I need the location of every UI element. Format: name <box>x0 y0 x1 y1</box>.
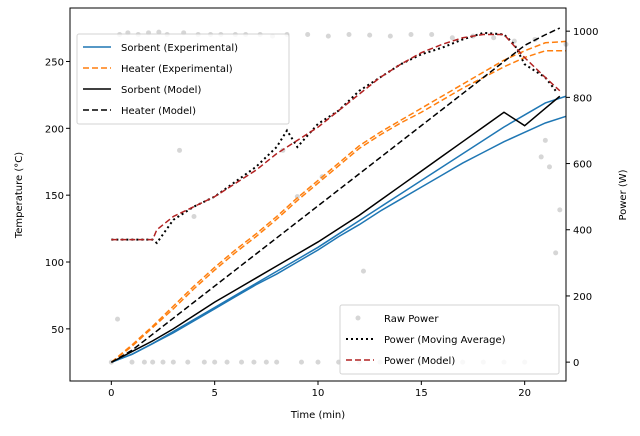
raw-power-point <box>325 33 331 39</box>
raw-power-point <box>239 359 245 365</box>
raw-power-point <box>212 359 218 365</box>
raw-power-point <box>224 359 230 365</box>
raw-power-point <box>315 359 321 365</box>
ticks: 0 5 10 15 20 50 100 150 200 250 0 200 400 600 800 1000 <box>45 27 599 399</box>
raw-power-point <box>542 137 548 143</box>
raw-power-point <box>387 33 393 39</box>
raw-power-point <box>201 359 207 365</box>
x-tick-label: 10 <box>312 388 325 399</box>
legend-label: Sorbent (Model) <box>121 85 201 96</box>
raw-power-point <box>553 250 559 256</box>
raw-power-point <box>429 31 435 37</box>
y-tick-label: 150 <box>45 191 64 202</box>
raw-power-point <box>360 268 366 274</box>
raw-power-point <box>305 31 311 37</box>
raw-power-point <box>298 359 304 365</box>
x-tick-label: 20 <box>518 388 531 399</box>
legend-marker <box>355 315 361 321</box>
series-line <box>111 115 567 363</box>
legend-power: Raw Power Power (Moving Average) Power (Mo… <box>339 304 560 375</box>
raw-power-point <box>141 359 147 365</box>
raw-power-point <box>408 31 414 37</box>
series-line <box>110 27 561 363</box>
x-tick-label: 15 <box>415 388 428 399</box>
raw-power-point <box>557 207 563 213</box>
series-line <box>110 40 567 363</box>
legend-label: Heater (Experimental) <box>121 64 233 75</box>
legend-label: Heater (Model) <box>121 106 196 117</box>
raw-power-point <box>177 147 183 153</box>
legend-label: Sorbent (Experimental) <box>121 43 238 54</box>
series-line <box>111 33 561 241</box>
y2-tick-label: 400 <box>573 226 592 237</box>
raw-power-point <box>263 359 269 365</box>
x-axis-label: Time (min) <box>290 410 345 421</box>
raw-power-point <box>150 359 156 365</box>
x-tick-label: 5 <box>211 388 217 399</box>
x-tick-label: 0 <box>108 388 114 399</box>
raw-power-point <box>274 359 280 365</box>
raw-power-point <box>156 29 162 35</box>
y2-tick-label: 1000 <box>573 27 598 38</box>
raw-power-point <box>185 359 191 365</box>
raw-power-point <box>546 164 552 170</box>
raw-power-point <box>160 359 166 365</box>
y-tick-label: 250 <box>45 57 64 68</box>
raw-power-point <box>367 32 373 38</box>
series-line <box>111 95 567 363</box>
raw-power-point <box>170 359 176 365</box>
legend-label: Power (Moving Average) <box>384 335 506 346</box>
legend-box <box>76 33 290 125</box>
y-tick-label: 100 <box>45 258 64 269</box>
raw-power-point <box>129 359 135 365</box>
raw-power-point <box>294 194 300 200</box>
y-axis-label: Temperature (°C) <box>14 152 25 239</box>
legend-temperature: Sorbent (Experimental) Heater (Experiment… <box>76 33 290 125</box>
y2-tick-label: 600 <box>573 160 592 171</box>
legend-label: Power (Model) <box>384 356 455 367</box>
y2-tick-label: 200 <box>573 292 592 303</box>
y2-tick-label: 800 <box>573 93 592 104</box>
legend-box <box>339 304 560 375</box>
raw-power-point <box>538 154 544 160</box>
raw-power-point <box>115 316 121 322</box>
y-tick-label: 50 <box>51 325 64 336</box>
legend-label: Raw Power <box>384 314 439 325</box>
raw-power-point <box>191 214 197 220</box>
raw-power-point <box>491 35 497 41</box>
series-line <box>110 95 561 363</box>
series-line <box>110 50 566 363</box>
raw-power-point <box>346 31 352 37</box>
raw-power-point <box>251 359 257 365</box>
y2-axis-label: Power (W) <box>618 169 629 220</box>
y-tick-label: 200 <box>45 124 64 135</box>
raw-power-point <box>449 35 455 41</box>
plot-area <box>108 27 569 365</box>
y2-tick-label: 0 <box>573 358 579 369</box>
